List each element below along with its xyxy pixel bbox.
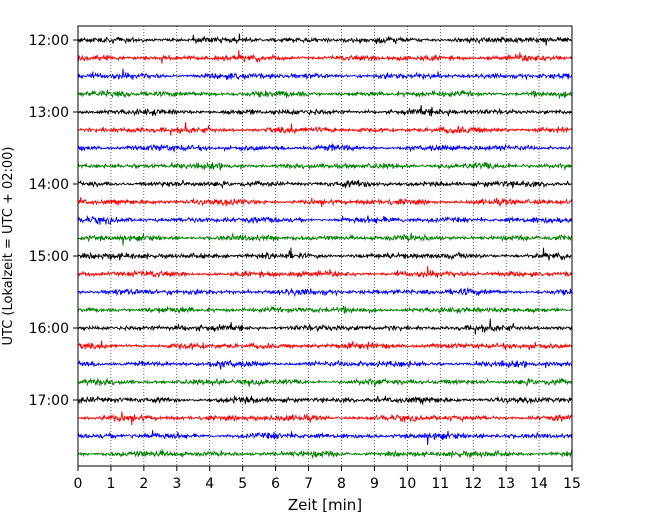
y-axis-label: UTC (Lokalzeit = UTC + 02:00) [1,147,16,346]
trace-21 [77,395,573,405]
trace-2 [77,50,573,64]
x-tick-label-14: 14 [530,476,548,492]
x-tick-label-4: 4 [205,476,214,492]
x-tick-label-5: 5 [238,476,247,492]
x-tick-label-2: 2 [139,476,148,492]
trace-13 [77,247,573,261]
trace-6 [77,122,573,136]
trace-11 [77,215,573,225]
trace-18 [77,340,573,351]
trace-22 [77,411,573,426]
x-tick-label-15: 15 [563,476,581,492]
x-tick-label-1: 1 [106,476,115,492]
x-tick-label-6: 6 [271,476,280,492]
x-tick-label-11: 11 [431,476,449,492]
trace-24 [77,449,573,459]
trace-9 [77,179,573,190]
trace-7 [77,142,573,153]
seismic-traces [77,33,573,459]
trace-14 [78,266,573,279]
x-tick-label-7: 7 [304,476,313,492]
y-tick-label-2: 14:00 [29,177,69,193]
y-tick-label-1: 13:00 [29,105,69,121]
x-tick-label-3: 3 [172,476,181,492]
x-axis-label: Zeit [min] [288,496,362,514]
y-tick-label-3: 15:00 [29,249,69,265]
x-tick-label-0: 0 [74,476,83,492]
y-axis-ticks: 12:00 13:00 14:00 15:00 16:00 17:00 [29,33,78,409]
y-tick-label-5: 17:00 [29,393,69,409]
grid-lines [110,26,540,466]
trace-8 [77,161,573,171]
trace-15 [77,286,573,298]
trace-16 [77,305,573,315]
trace-10 [77,197,573,208]
x-tick-label-13: 13 [497,476,515,492]
trace-12 [77,232,573,246]
trace-1 [77,33,573,46]
plot-frame [77,25,573,467]
trace-4 [77,89,573,99]
trace-20 [77,377,573,388]
x-tick-label-8: 8 [337,476,346,492]
trace-3 [77,68,573,81]
x-tick-label-10: 10 [398,476,416,492]
x-tick-label-12: 12 [464,476,482,492]
trace-5 [77,104,573,117]
trace-19 [77,359,573,370]
x-axis-ticks: 0 1 2 3 4 5 6 7 8 9 10 11 12 13 14 15 [74,466,581,492]
x-tick-label-9: 9 [370,476,379,492]
y-tick-label-4: 16:00 [29,321,69,337]
y-tick-label-0: 12:00 [29,33,69,49]
trace-17 [77,318,573,335]
trace-23 [77,430,573,446]
